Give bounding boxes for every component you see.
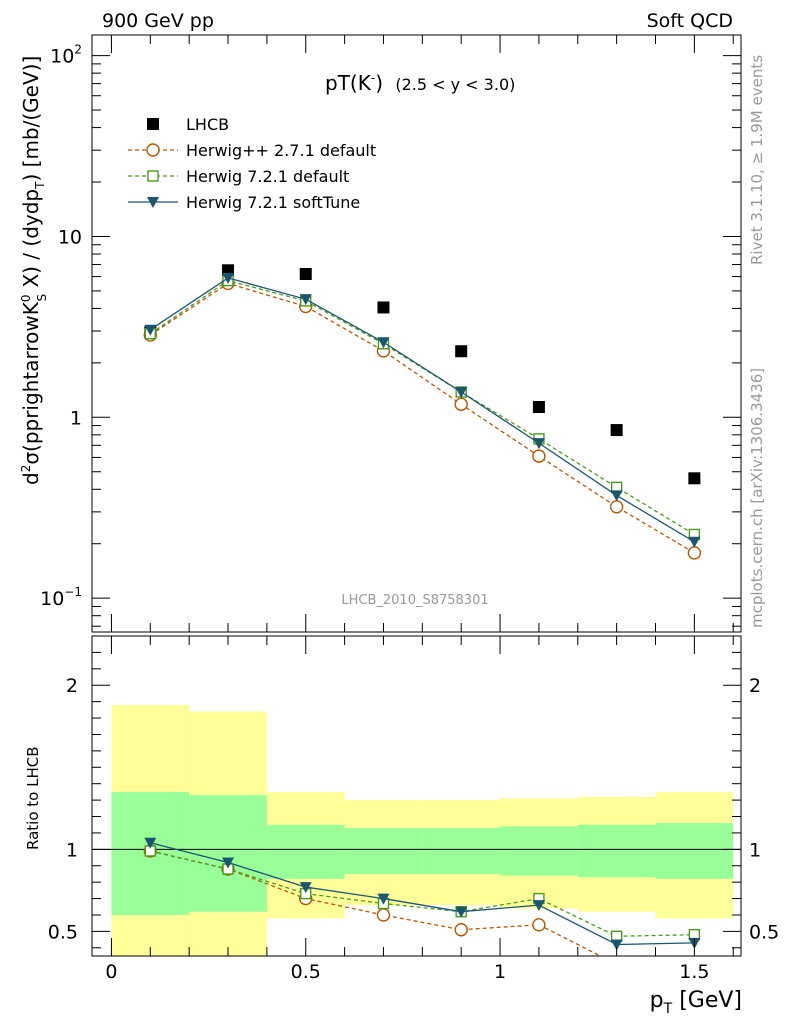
main-point [455, 387, 468, 399]
legend-marker [147, 170, 159, 182]
ratio-plot-area [92, 704, 741, 956]
main-series-3 [144, 272, 701, 548]
main-ylabel: d2σ(pprightarrowK0 S X) / (dydpT) [mb/(Ge… [19, 56, 49, 485]
rivet-label: Rivet 3.1.10, ≥ 1.9M events [748, 55, 766, 265]
main-point [688, 472, 701, 485]
main-point [688, 536, 701, 548]
main-point [687, 546, 702, 560]
legend-label: Herwig++ 2.7.1 default [186, 141, 376, 160]
mcplots-label: mcplots.cern.ch [arXiv:1306.3436] [748, 368, 766, 628]
main-series-0 [144, 264, 701, 485]
main-point [299, 268, 312, 281]
ratio-point [299, 882, 312, 894]
main-ytick-label: 1 [70, 407, 82, 429]
ratio-ytick-label-left: 1 [66, 839, 78, 861]
main-subtitle: (2.5 < y < 3.0) [395, 75, 515, 94]
main-title-tail: ) [375, 71, 383, 95]
ratio-ylabel: Ratio to LHCB [24, 746, 42, 850]
ratio-ytick-label-right: 2 [749, 675, 761, 697]
main-frame [91, 34, 742, 633]
legend-label: LHCB [186, 115, 229, 134]
legend-marker [147, 118, 159, 130]
main-point [532, 438, 545, 450]
ratio-axes: 0.5 0.5 1 1 2 2 0 0.5 1 1.5 [48, 636, 779, 983]
ratio-band-green [344, 828, 423, 874]
ratio-ytick-label-right: 0.5 [749, 921, 779, 943]
header-right: Soft QCD [647, 10, 733, 32]
legend-label: Herwig 7.2.1 softTune [186, 193, 360, 212]
ratio-band-green [266, 824, 345, 879]
ratio-xtick-label: 0 [105, 961, 117, 983]
legend-marker [146, 143, 160, 157]
ratio-point [532, 900, 545, 912]
ratio-point [610, 939, 623, 951]
legend-marker [147, 197, 159, 208]
x-axis-label: pT [GeV] [650, 988, 742, 1017]
main-point [609, 500, 624, 514]
ratio-point [455, 906, 468, 918]
main-series-1 [143, 276, 702, 560]
ratio-xtick-label: 1 [494, 961, 506, 983]
main-ytick-label: 102 [50, 43, 82, 68]
ratio-series-layer [143, 837, 701, 956]
ratio-point [532, 918, 546, 932]
main-point [144, 324, 157, 336]
ratio-ytick-label-left: 2 [66, 675, 78, 697]
main-point [299, 294, 312, 306]
ratio-band-green [500, 826, 578, 876]
main-title-sup: - [371, 71, 375, 85]
ratio-band-green [189, 795, 267, 912]
main-series-line [149, 282, 695, 554]
header-left: 900 GeV pp [102, 10, 214, 32]
main-point [610, 424, 623, 437]
main-point [532, 449, 546, 463]
ratio-series-line [150, 850, 602, 956]
main-point [377, 301, 390, 314]
legend-item-1: Herwig++ 2.7.1 default [128, 141, 376, 160]
main-axes: 10−1 1 10 102 [40, 35, 741, 632]
main-title: pT(K-) (2.5 < y < 3.0) [325, 71, 515, 95]
main-point [454, 397, 468, 412]
main-point [532, 401, 545, 414]
ratio-point [377, 893, 390, 905]
ratio-point [144, 837, 157, 849]
legend-item-0: LHCB [147, 115, 229, 134]
legend: LHCB Herwig++ 2.7.1 default Herwig 7.2.1 d… [128, 115, 376, 212]
analysis-watermark: LHCB_2010_S8758301 [341, 593, 488, 608]
main-series-line [149, 279, 695, 536]
main-series-line [149, 277, 695, 543]
ratio-point [376, 908, 391, 922]
ratio-point [454, 923, 468, 937]
ratio-ytick-label-right: 1 [749, 839, 761, 861]
ratio-frame [91, 635, 742, 957]
ratio-band-green [422, 828, 501, 874]
ratio-series-line [150, 850, 695, 937]
legend-item-3: Herwig 7.2.1 softTune [128, 193, 360, 212]
main-point [377, 337, 390, 349]
main-title-text: pT(K [325, 71, 372, 95]
main-point [222, 272, 235, 284]
main-point [455, 345, 468, 358]
legend-item-2: Herwig 7.2.1 default [128, 167, 349, 186]
ratio-point [222, 857, 235, 869]
ratio-band-green [655, 823, 734, 879]
ratio-ytick-label-left: 0.5 [48, 921, 78, 943]
ratio-band-green [577, 824, 656, 878]
main-ytick-label: 10 [58, 226, 82, 248]
ratio-series-line [150, 842, 695, 946]
main-series-layer [143, 264, 702, 560]
main-point [610, 490, 623, 502]
ratio-xtick-label: 1.5 [679, 961, 709, 983]
ratio-xtick-label: 0.5 [291, 961, 321, 983]
main-ytick-label: 10−1 [40, 585, 82, 610]
legend-label: Herwig 7.2.1 default [186, 167, 349, 186]
main-plot-area [143, 264, 702, 560]
